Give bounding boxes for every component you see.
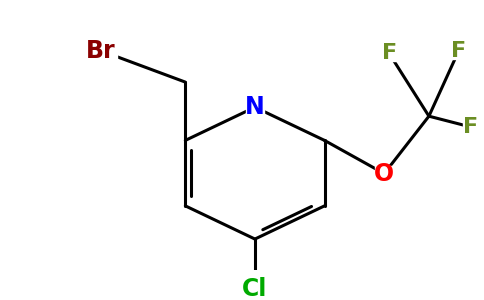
Text: O: O xyxy=(374,162,394,186)
Text: N: N xyxy=(245,95,265,119)
Text: F: F xyxy=(381,44,397,63)
Text: Br: Br xyxy=(86,39,116,63)
Text: F: F xyxy=(463,117,478,137)
Bar xyxy=(85,42,117,60)
Bar xyxy=(451,43,467,59)
Bar xyxy=(381,45,397,62)
Bar xyxy=(241,276,269,296)
Bar xyxy=(246,99,264,115)
Bar xyxy=(463,119,479,135)
Text: Cl: Cl xyxy=(242,277,268,300)
Text: F: F xyxy=(451,41,466,61)
Bar xyxy=(375,166,393,182)
